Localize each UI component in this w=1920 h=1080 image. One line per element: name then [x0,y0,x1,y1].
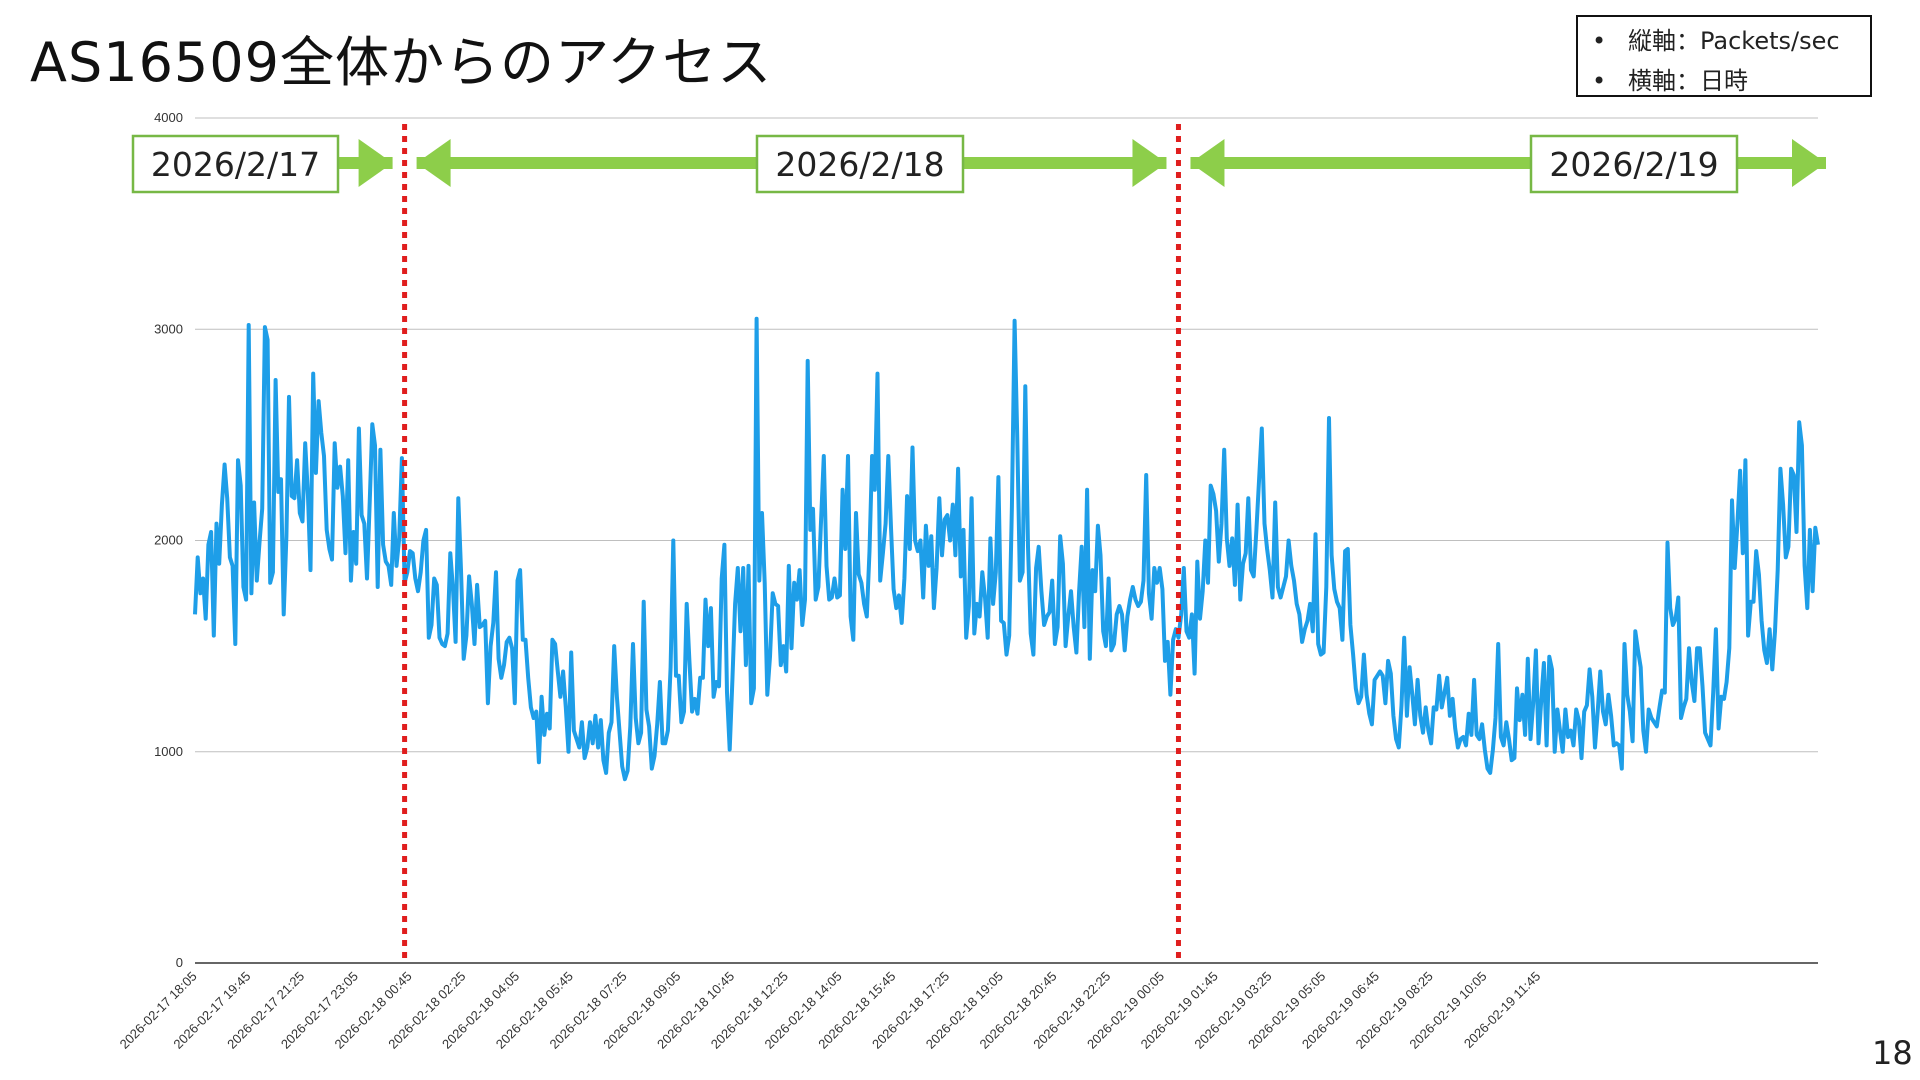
legend-text-x-axis: 横軸：日時 [1628,67,1748,95]
y-tick-label: 4000 [154,110,183,125]
axis-legend-box: • 縦軸：Packets/sec • 横軸：日時 [1576,15,1872,97]
legend-item-x-axis: • 横軸：日時 [1592,63,1870,103]
y-tick-label: 1000 [154,744,183,759]
date-label: 2026/2/17 [151,145,320,184]
date-label-box [131,134,340,194]
legend-text-y-axis: 縦軸：Packets/sec [1628,27,1840,55]
y-tick-label: 3000 [154,321,183,336]
arrow-left-icon [1190,139,1225,187]
y-tick-label: 2000 [154,533,183,548]
legend-item-y-axis: • 縦軸：Packets/sec [1592,23,1870,63]
date-label-box [755,134,965,194]
arrow-left-icon [416,139,451,187]
series-line [193,316,1820,782]
date-label: 2026/2/18 [775,145,944,184]
arrow-right-icon [1792,139,1826,187]
bullet-icon: • [1592,67,1607,95]
bullet-icon: • [1592,27,1607,55]
date-label-box [1529,134,1739,194]
y-tick-label: 0 [176,955,183,970]
arrow-right-icon [1132,139,1167,187]
arrow-right-icon [358,139,393,187]
slide-title: AS16509全体からのアクセス [30,31,773,94]
date-label: 2026/2/19 [1549,145,1718,184]
page-number: 18 [1872,1034,1913,1072]
